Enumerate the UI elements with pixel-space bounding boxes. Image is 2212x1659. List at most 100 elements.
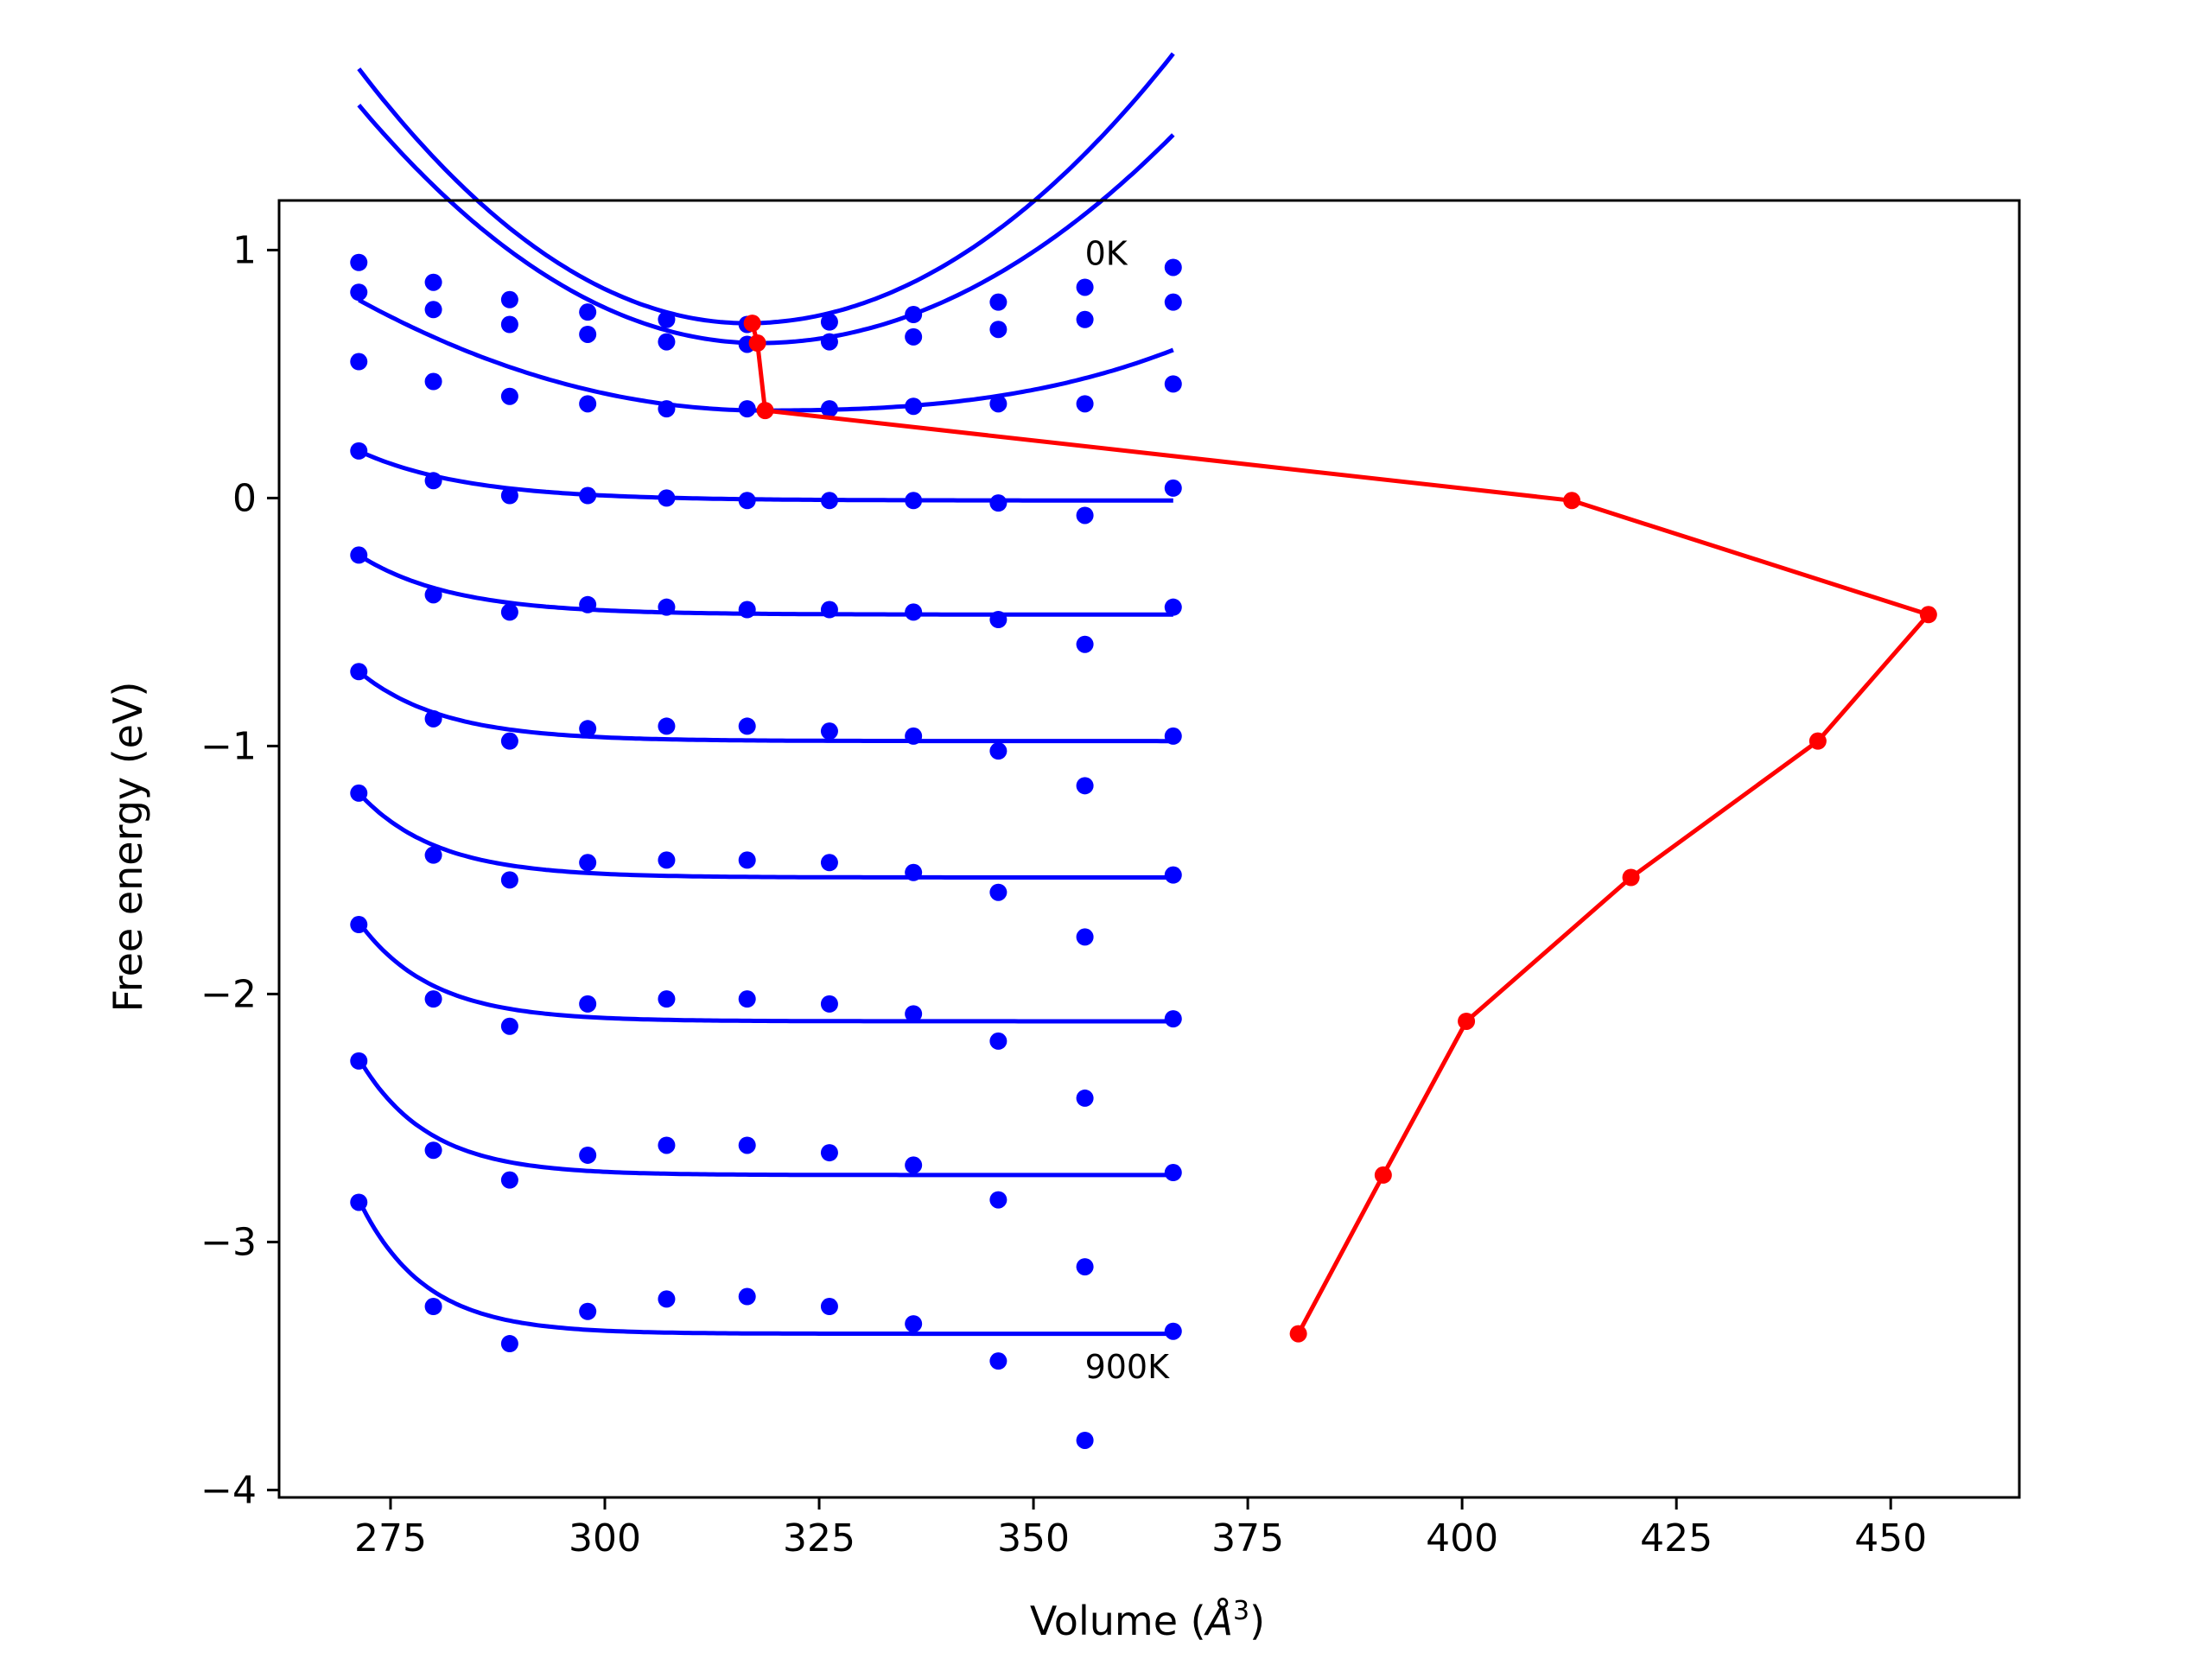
data-point-1-7 xyxy=(905,327,923,346)
data-point-0-4 xyxy=(658,310,676,328)
data-point-0-9 xyxy=(1076,278,1094,296)
x-tick-label-425: 425 xyxy=(1640,1516,1713,1560)
data-point-0-10 xyxy=(1164,258,1182,276)
data-point-2-5 xyxy=(738,400,756,418)
fit-curve-4 xyxy=(357,553,1173,617)
data-point-5-9 xyxy=(1076,777,1094,795)
data-point-6-8 xyxy=(989,883,1007,901)
data-point-0-7 xyxy=(905,306,923,324)
data-point-1-10 xyxy=(1164,293,1182,311)
x-axis-label-text: Volume ( xyxy=(1030,1598,1206,1644)
data-point-6-7 xyxy=(905,863,923,881)
axis-ticks: 275 300 325 350 375 400 425 450 1 0 −1 −2 −3 −4 xyxy=(200,228,1927,1560)
data-point-6-6 xyxy=(820,854,838,872)
data-point-9-6 xyxy=(820,1298,838,1316)
x-tick-label-400: 400 xyxy=(1426,1516,1498,1560)
data-point-5-0 xyxy=(350,663,368,681)
data-point-5-3 xyxy=(579,720,597,738)
data-point-4-0 xyxy=(350,546,368,564)
data-point-7-1 xyxy=(424,990,442,1008)
data-point-9-2 xyxy=(500,1335,518,1353)
data-point-2-3 xyxy=(579,395,597,413)
fit-curve-6 xyxy=(357,791,1173,880)
data-points xyxy=(350,253,1182,1449)
data-point-5-5 xyxy=(738,717,756,735)
data-point-1-6 xyxy=(820,333,838,351)
minimum-point-4 xyxy=(1919,606,1937,624)
data-point-6-4 xyxy=(658,851,676,869)
minimum-point-6 xyxy=(1622,868,1640,887)
data-point-3-3 xyxy=(579,486,597,505)
plot-frame xyxy=(277,199,2021,1499)
fit-curve-3 xyxy=(358,448,1173,503)
data-point-3-6 xyxy=(820,492,838,510)
data-point-0-8 xyxy=(989,293,1007,311)
data-point-2-8 xyxy=(989,395,1007,413)
data-point-5-4 xyxy=(658,717,676,735)
data-point-6-2 xyxy=(500,871,518,889)
data-point-9-7 xyxy=(905,1315,923,1333)
data-point-2-9 xyxy=(1076,395,1094,413)
y-axis-label: Free energy (eV) xyxy=(105,682,151,1013)
y-tick-label-0: 1 xyxy=(232,228,257,272)
fit-curve-2 xyxy=(358,298,1174,413)
data-point-9-4 xyxy=(658,1290,676,1308)
data-point-6-1 xyxy=(424,846,442,864)
x-tick-label-325: 325 xyxy=(783,1516,855,1560)
data-point-6-10 xyxy=(1164,866,1182,884)
data-point-0-3 xyxy=(579,303,597,321)
data-point-8-5 xyxy=(738,1136,756,1154)
minimum-point-0 xyxy=(743,315,761,333)
data-point-9-1 xyxy=(424,1298,442,1316)
data-point-6-3 xyxy=(579,854,597,872)
data-point-0-0 xyxy=(350,253,368,271)
data-point-5-1 xyxy=(424,709,442,728)
data-point-8-2 xyxy=(500,1171,518,1189)
data-point-3-5 xyxy=(738,492,756,510)
data-point-5-6 xyxy=(820,722,838,741)
fit-curve-7 xyxy=(357,920,1173,1024)
fit-curve-5 xyxy=(357,670,1173,744)
data-point-7-8 xyxy=(989,1032,1007,1050)
fit-curve-0 xyxy=(357,52,1175,326)
minimum-point-7 xyxy=(1458,1012,1476,1030)
data-point-2-0 xyxy=(350,353,368,371)
data-point-3-4 xyxy=(658,489,676,507)
data-point-0-1 xyxy=(424,273,442,291)
data-point-0-6 xyxy=(820,313,838,331)
data-point-8-10 xyxy=(1164,1164,1182,1182)
y-tick-label-3: −2 xyxy=(200,972,257,1016)
data-point-9-8 xyxy=(989,1352,1007,1370)
data-point-4-7 xyxy=(905,603,923,621)
data-point-7-9 xyxy=(1076,1089,1094,1107)
x-axis-label-superscript: 3 xyxy=(1233,1596,1249,1626)
data-point-7-3 xyxy=(579,995,597,1013)
data-point-4-1 xyxy=(424,586,442,604)
y-tick-label-1: 0 xyxy=(232,476,257,520)
data-point-7-0 xyxy=(350,916,368,934)
data-point-6-9 xyxy=(1076,928,1094,946)
data-point-4-2 xyxy=(500,603,518,621)
data-point-8-4 xyxy=(658,1136,676,1154)
x-tick-label-350: 350 xyxy=(997,1516,1070,1560)
data-point-5-10 xyxy=(1164,727,1182,745)
data-point-9-5 xyxy=(738,1287,756,1306)
y-tick-label-2: −1 xyxy=(200,724,257,768)
data-point-8-0 xyxy=(350,1052,368,1070)
fit-curve-1 xyxy=(357,103,1175,346)
minimum-path xyxy=(743,315,1937,1343)
data-point-1-3 xyxy=(579,325,597,343)
minimum-point-1 xyxy=(748,334,766,353)
minimum-point-8 xyxy=(1374,1166,1392,1184)
x-tick-label-450: 450 xyxy=(1854,1516,1927,1560)
data-point-9-0 xyxy=(350,1193,368,1211)
y-tick-label-5: −4 xyxy=(200,1468,257,1512)
data-point-4-6 xyxy=(820,601,838,619)
data-point-2-1 xyxy=(424,372,442,391)
data-point-3-7 xyxy=(905,492,923,510)
data-point-8-9 xyxy=(1076,1258,1094,1276)
data-point-4-9 xyxy=(1076,635,1094,653)
data-point-3-2 xyxy=(500,486,518,505)
fit-curve-8 xyxy=(357,1057,1173,1178)
